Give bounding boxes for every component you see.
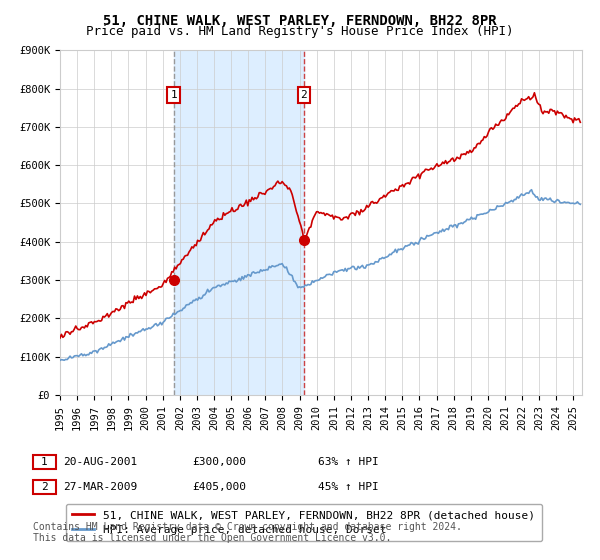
Text: 63% ↑ HPI: 63% ↑ HPI	[318, 457, 379, 467]
Text: 45% ↑ HPI: 45% ↑ HPI	[318, 482, 379, 492]
Text: £405,000: £405,000	[192, 482, 246, 492]
Legend: 51, CHINE WALK, WEST PARLEY, FERNDOWN, BH22 8PR (detached house), HPI: Average p: 51, CHINE WALK, WEST PARLEY, FERNDOWN, B…	[65, 503, 542, 542]
Text: £300,000: £300,000	[192, 457, 246, 467]
Text: 2: 2	[41, 482, 48, 492]
Text: 1: 1	[170, 90, 177, 100]
Text: 2: 2	[301, 90, 307, 100]
Text: Contains HM Land Registry data © Crown copyright and database right 2024.: Contains HM Land Registry data © Crown c…	[33, 522, 462, 532]
Text: 51, CHINE WALK, WEST PARLEY, FERNDOWN, BH22 8PR: 51, CHINE WALK, WEST PARLEY, FERNDOWN, B…	[103, 14, 497, 28]
Bar	[173, 50, 304, 395]
Text: 27-MAR-2009: 27-MAR-2009	[63, 482, 137, 492]
Text: 1: 1	[41, 457, 48, 467]
Text: This data is licensed under the Open Government Licence v3.0.: This data is licensed under the Open Gov…	[33, 533, 391, 543]
Text: 20-AUG-2001: 20-AUG-2001	[63, 457, 137, 467]
Text: Price paid vs. HM Land Registry's House Price Index (HPI): Price paid vs. HM Land Registry's House …	[86, 25, 514, 38]
